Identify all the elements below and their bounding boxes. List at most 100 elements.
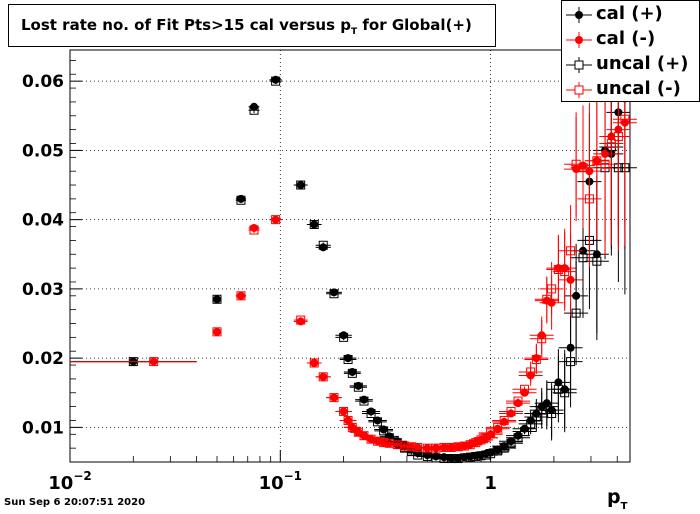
marker-square bbox=[493, 422, 503, 432]
y-tick-label: 0.06 bbox=[22, 72, 64, 92]
data-point bbox=[564, 261, 589, 366]
data-point bbox=[269, 215, 282, 225]
marker-square bbox=[446, 442, 456, 452]
marker-square bbox=[359, 431, 369, 441]
data-point bbox=[539, 261, 564, 316]
marker-square bbox=[471, 451, 481, 461]
data-point bbox=[506, 433, 531, 443]
legend-entry-cal-plus: cal (+) bbox=[562, 3, 700, 27]
marker-square bbox=[366, 409, 376, 419]
marker-square bbox=[379, 438, 389, 448]
marker-square bbox=[520, 427, 530, 437]
marker-square bbox=[353, 382, 363, 392]
marker-square bbox=[566, 246, 576, 256]
data-point bbox=[355, 431, 373, 441]
marker-square bbox=[465, 452, 475, 462]
data-series bbox=[70, 50, 637, 464]
marker-square bbox=[271, 76, 281, 86]
chart-title-subscript: T bbox=[351, 27, 358, 37]
data-point bbox=[335, 332, 352, 342]
data-point bbox=[407, 442, 429, 452]
marker-square bbox=[373, 417, 383, 427]
legend-label-cal-plus: cal (+) bbox=[596, 3, 663, 24]
y-tick-label: 0.02 bbox=[22, 349, 64, 369]
marker-square bbox=[249, 225, 259, 235]
marker-square bbox=[578, 253, 588, 263]
data-point bbox=[478, 428, 503, 438]
data-point bbox=[498, 438, 523, 448]
marker-square bbox=[366, 434, 376, 444]
timestamp-footer: Sun Sep 6 20:07:51 2020 bbox=[4, 497, 146, 508]
data-point bbox=[546, 356, 571, 423]
data-point bbox=[401, 442, 422, 452]
marker-square bbox=[296, 180, 306, 190]
data-point bbox=[368, 417, 387, 427]
marker-square bbox=[347, 368, 357, 378]
data-point bbox=[577, 130, 602, 268]
marker-square bbox=[249, 105, 259, 115]
marker-square bbox=[476, 435, 486, 445]
data-point bbox=[293, 315, 308, 325]
marker-square bbox=[547, 409, 557, 419]
marker-square bbox=[476, 451, 486, 461]
marker-square bbox=[400, 441, 410, 451]
y-tick-label: 0.01 bbox=[22, 418, 64, 438]
data-point bbox=[534, 276, 559, 323]
data-point bbox=[539, 386, 564, 441]
data-point bbox=[326, 393, 342, 403]
marker-square bbox=[571, 308, 581, 318]
y-tick-label: 0.04 bbox=[22, 211, 64, 231]
marker-square bbox=[499, 415, 509, 425]
marker-square bbox=[329, 289, 339, 299]
marker-square bbox=[537, 334, 547, 344]
marker-square bbox=[560, 267, 570, 277]
marker-square bbox=[406, 442, 416, 452]
marker-square bbox=[620, 114, 630, 124]
data-point bbox=[212, 294, 222, 304]
data-point bbox=[458, 440, 483, 450]
data-point bbox=[512, 384, 537, 394]
marker-square bbox=[318, 372, 328, 382]
data-point bbox=[571, 107, 596, 228]
data-point bbox=[315, 372, 331, 382]
marker-square bbox=[379, 426, 389, 436]
marker-circle bbox=[250, 102, 259, 111]
legend-entry-cal-minus: cal (-) bbox=[562, 28, 700, 52]
marker-square bbox=[537, 405, 547, 415]
x-axis-title: pT bbox=[607, 486, 627, 512]
marker-square bbox=[347, 422, 357, 432]
marker-square bbox=[486, 449, 496, 459]
data-point bbox=[306, 219, 322, 229]
data-point bbox=[248, 105, 260, 115]
marker-square bbox=[373, 436, 383, 446]
marker-square bbox=[547, 284, 557, 294]
marker-square bbox=[339, 332, 349, 342]
marker-square bbox=[459, 453, 469, 463]
marker-square bbox=[465, 440, 475, 450]
data-point bbox=[349, 427, 367, 437]
marker-square bbox=[506, 438, 516, 448]
data-point bbox=[212, 327, 222, 337]
marker-square bbox=[513, 396, 523, 406]
marker-square bbox=[271, 215, 281, 225]
data-point bbox=[478, 449, 503, 459]
legend-label-uncal-plus: uncal (+) bbox=[596, 53, 689, 74]
marker-square bbox=[343, 355, 353, 365]
marker-square bbox=[542, 402, 552, 412]
marker-square bbox=[526, 419, 536, 429]
data-point bbox=[269, 76, 282, 86]
data-point bbox=[485, 422, 510, 432]
data-point bbox=[518, 361, 543, 383]
marker-square bbox=[571, 159, 581, 169]
marker-square bbox=[566, 357, 576, 367]
marker-square bbox=[453, 454, 463, 464]
marker-square bbox=[339, 406, 349, 416]
legend-marker-cal-minus bbox=[566, 32, 592, 48]
marker-square bbox=[309, 358, 319, 368]
data-point bbox=[343, 422, 361, 432]
data-point bbox=[529, 391, 554, 429]
marker-square bbox=[212, 327, 222, 337]
legend-marker-cal-plus bbox=[566, 7, 592, 23]
data-point bbox=[293, 180, 308, 190]
